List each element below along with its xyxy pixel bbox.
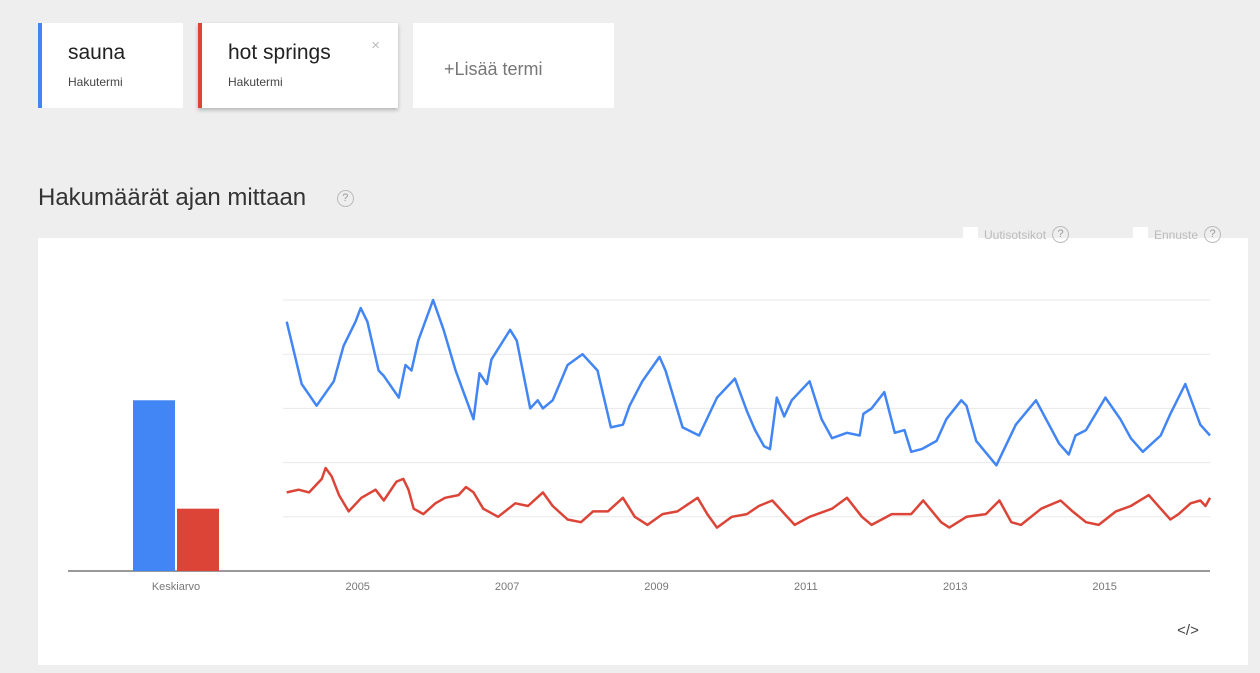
series-line xyxy=(285,298,1211,467)
series-line xyxy=(286,466,1212,529)
help-icon[interactable]: ? xyxy=(1204,226,1222,243)
term-name: sauna xyxy=(68,41,126,64)
chart-panel xyxy=(38,238,1248,665)
x-tick-label: 2015 xyxy=(1092,581,1116,593)
x-tick-label: 2013 xyxy=(943,581,967,593)
embed-button[interactable]: </> xyxy=(1177,622,1199,639)
x-tick-label: 2009 xyxy=(644,581,668,593)
x-tick-label: 2005 xyxy=(345,581,369,593)
section-title: Hakumäärät ajan mittaan ? xyxy=(38,184,354,212)
average-label: Keskiarvo xyxy=(152,581,200,593)
option[interactable]: Uutisotsikot? xyxy=(963,226,1070,243)
checkbox[interactable] xyxy=(1133,227,1148,242)
term-sub: Hakutermi xyxy=(68,75,123,89)
x-tick-label: 2007 xyxy=(495,581,519,593)
term-sub: Hakutermi xyxy=(228,75,283,89)
help-icon[interactable]: ? xyxy=(1052,226,1070,243)
chart: </> 2005 2007 2009 2011 2013 2015 Keskiarvo xyxy=(68,298,1212,639)
option[interactable]: Ennuste? xyxy=(1133,226,1222,243)
checkbox[interactable] xyxy=(963,227,978,242)
option-label: Ennuste xyxy=(1154,227,1199,242)
add-term[interactable]: +Lisää termi xyxy=(413,23,614,108)
average-bar xyxy=(177,508,219,571)
option-label: Uutisotsikot xyxy=(984,227,1047,242)
term-name: hot springs xyxy=(228,41,331,64)
x-tick-label: 2011 xyxy=(794,581,818,593)
close-button[interactable]: × xyxy=(371,37,380,54)
average-bar xyxy=(133,400,175,571)
chart-title: Hakumäärät ajan mittaan xyxy=(38,184,307,211)
add-term-label: +Lisää termi xyxy=(444,59,543,79)
help-icon[interactable]: ? xyxy=(336,190,354,208)
term-card[interactable]: hot springs Hakutermi × xyxy=(198,23,398,108)
term-card[interactable]: sauna Hakutermi xyxy=(38,23,183,108)
